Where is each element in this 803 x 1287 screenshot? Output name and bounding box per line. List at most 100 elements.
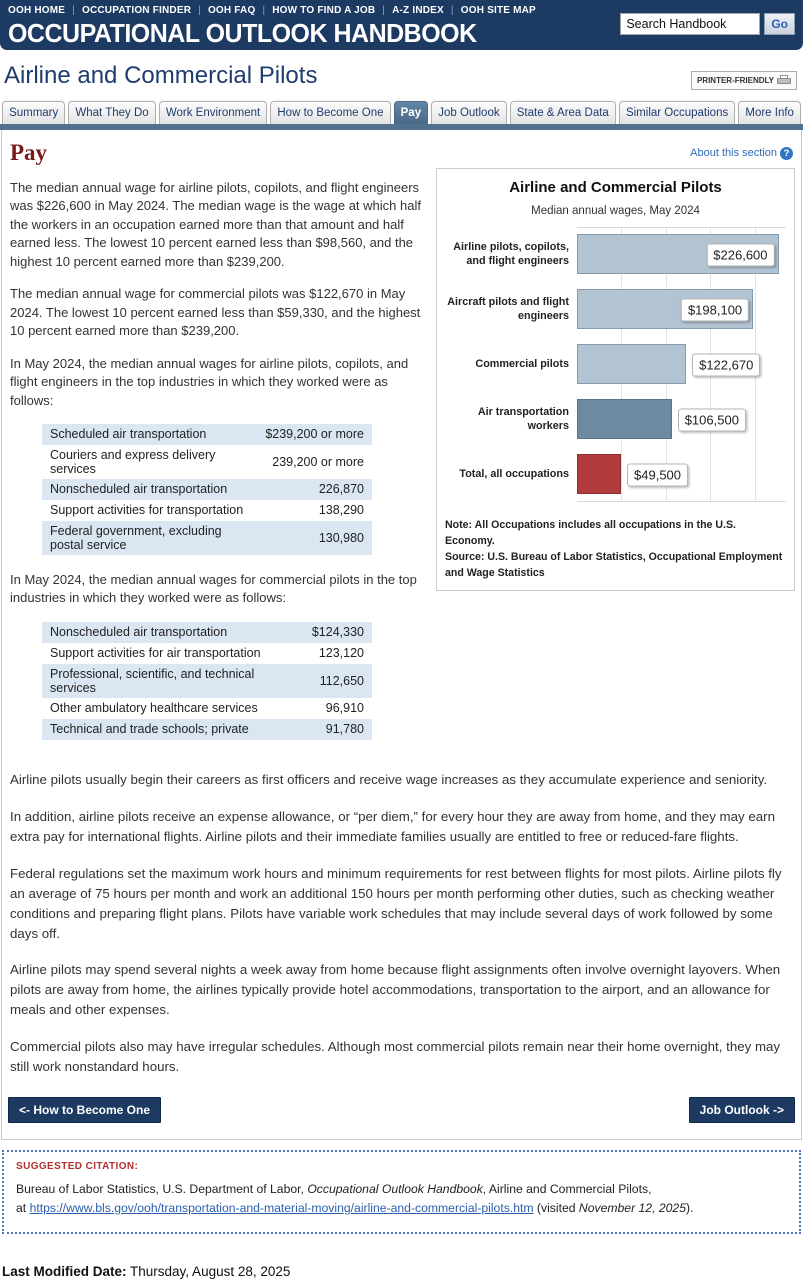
top-nav-link-how-to-find-a-job[interactable]: HOW TO FIND A JOB	[272, 5, 376, 16]
paragraph: In May 2024, the median annual wages for…	[10, 355, 409, 408]
chart-category-label: Total, all occupations	[459, 467, 569, 480]
site-header: OOH HOME | OCCUPATION FINDER | OOH FAQ | HOW T…	[0, 0, 803, 50]
chart-bar-row: Air transportation workers $106,500	[445, 392, 786, 447]
chart-value-label: $106,500	[677, 408, 746, 431]
industry-cell: Other ambulatory healthcare services	[50, 701, 258, 716]
content-panel: Pay About this section ? The median annu…	[1, 130, 802, 1141]
about-this-section-label: About this section	[690, 147, 777, 159]
tab-pay[interactable]: Pay	[393, 101, 429, 124]
industry-cell: Nonscheduled air transportation	[50, 482, 228, 497]
prev-section-button[interactable]: <- How to Become One	[8, 1097, 162, 1124]
citation-line2-mid: (visited	[533, 1201, 579, 1216]
pay-columns: The median annual wage for airline pilot…	[8, 168, 795, 756]
printer-friendly-label: PRINTER-FRIENDLY	[696, 76, 774, 85]
table-row: Nonscheduled air transportation $124,330	[42, 621, 372, 643]
citation-line2-post: ).	[685, 1201, 694, 1216]
tab-more-info[interactable]: More Info	[738, 101, 802, 124]
top-nav-link-ooh-site-map[interactable]: OOH SITE MAP	[460, 5, 536, 16]
wage-cell: 91,780	[325, 722, 364, 737]
chart-gridline	[754, 282, 756, 337]
search-input[interactable]	[620, 13, 761, 35]
wage-cell: $239,200 or more	[265, 427, 364, 442]
industry-cell: Nonscheduled air transportation	[50, 625, 228, 640]
top-nav-link-ooh-home[interactable]: OOH HOME	[8, 5, 66, 16]
chart-value-label: $49,500	[627, 463, 689, 486]
chart-value-label: $122,670	[692, 353, 761, 376]
airline-pilot-wages-table: Scheduled air transportation $239,200 or …	[42, 423, 372, 555]
chart-gridline	[754, 392, 756, 447]
tab-how-to-become-one[interactable]: How to Become One	[270, 101, 391, 124]
citation-handbook-title: Occupational Outlook Handbook	[307, 1182, 483, 1197]
top-nav-separator: |	[382, 5, 386, 16]
chart-gridline	[754, 447, 756, 502]
chart-value-label: $226,600	[706, 243, 775, 266]
wage-cell: 112,650	[319, 673, 364, 688]
chart-bar-track: $226,600	[577, 227, 786, 282]
wage-cell: 130,980	[318, 530, 364, 545]
table-row: Professional, scientific, and technical …	[42, 663, 372, 698]
top-nav-link-a-z-index[interactable]: A-Z INDEX	[392, 5, 444, 16]
citation-text: Bureau of Labor Statistics, U.S. Departm…	[16, 1180, 787, 1218]
chart-bar-track: $49,500	[577, 447, 786, 502]
chart-bar-track: $198,100	[577, 282, 786, 337]
chart-title: Airline and Commercial Pilots	[509, 179, 722, 196]
chart-bar-track: $106,500	[577, 392, 786, 447]
last-modified-value: Thursday, August 28, 2025	[130, 1263, 291, 1279]
tab-similar-occupations[interactable]: Similar Occupations	[618, 101, 736, 124]
top-nav-separator: |	[198, 5, 201, 16]
paragraph: Airline pilots may spend several nights …	[10, 962, 781, 1018]
citation-visited-date: November 12, 2025	[578, 1201, 686, 1216]
industry-cell: Support activities for transportation	[50, 503, 244, 518]
paragraph: The median annual wage for commercial pi…	[10, 286, 421, 339]
tab-state-area-data[interactable]: State & Area Data	[509, 101, 616, 124]
citation-url-link[interactable]: https://www.bls.gov/ooh/transportation-a…	[29, 1201, 534, 1216]
about-this-section-link[interactable]: About this section ?	[690, 146, 793, 160]
chart-bar-row: Commercial pilots $122,670	[445, 337, 786, 392]
tab-job-outlook[interactable]: Job Outlook	[431, 101, 507, 124]
question-mark-icon: ?	[780, 146, 793, 160]
tab-work-environment[interactable]: Work Environment	[158, 101, 268, 124]
tab-strip	[0, 124, 803, 130]
pay-text-column: The median annual wage for airline pilot…	[8, 168, 436, 756]
section-nav-buttons: <- How to Become One Job Outlook ->	[8, 1097, 795, 1124]
page-head: Airline and Commercial Pilots PRINTER-FR…	[0, 50, 803, 98]
chart-value-label: $198,100	[680, 298, 750, 321]
chart-bar	[577, 454, 622, 494]
table-row: Technical and trade schools; private 91,7…	[42, 718, 372, 740]
wage-cell: 138,290	[318, 503, 364, 518]
chart-bar-row: Airline pilots, copilots, and flight eng…	[445, 227, 786, 282]
tab-summary[interactable]: Summary	[2, 101, 66, 124]
chart-bar-row: Total, all occupations $49,500	[445, 447, 786, 502]
top-nav-separator: |	[450, 5, 454, 16]
top-nav-link-ooh-faq[interactable]: OOH FAQ	[207, 5, 256, 16]
industry-cell: Professional, scientific, and technical …	[50, 666, 255, 695]
chart-category-label: Air transportation workers	[477, 406, 569, 432]
chart-plot: Airline pilots, copilots, and flight eng…	[445, 227, 786, 502]
chart-gridline	[621, 447, 623, 502]
chart-category-label: Airline pilots, copilots, and flight eng…	[453, 241, 569, 267]
top-nav-link-occupation-finder[interactable]: OCCUPATION FINDER	[81, 5, 192, 16]
paragraph: Airline pilots usually begin their caree…	[10, 771, 768, 787]
tab-what-they-do[interactable]: What They Do	[68, 101, 156, 124]
chart-source-line: Source: U.S. Bureau of Labor Statistics,…	[445, 550, 783, 579]
citation-line1-post: , Airline and Commercial Pilots,	[482, 1182, 652, 1197]
plot-top-border	[577, 227, 786, 228]
industry-cell: Support activities for air transportatio…	[50, 646, 261, 661]
commercial-pilot-wages-table: Nonscheduled air transportation $124,330 S…	[42, 621, 372, 740]
chart-bar	[577, 399, 672, 439]
citation-line1-pre: Bureau of Labor Statistics, U.S. Departm…	[16, 1182, 308, 1197]
wage-cell: 239,200 or more	[272, 454, 364, 469]
chart-bar-track: $122,670	[577, 337, 786, 392]
next-section-button[interactable]: Job Outlook ->	[688, 1097, 795, 1124]
table-row: Support activities for transportation 138…	[42, 500, 372, 521]
table-row: Couriers and express delivery services 23…	[42, 445, 372, 479]
printer-friendly-button[interactable]: PRINTER-FRIENDLY	[690, 71, 797, 90]
top-nav: OOH HOME | OCCUPATION FINDER | OOH FAQ | HOW T…	[8, 5, 795, 16]
paragraph: In May 2024, the median annual wages for…	[10, 571, 417, 606]
search-go-button[interactable]: Go	[764, 13, 795, 35]
search-area: Go	[620, 13, 795, 35]
paragraph: In addition, airline pilots receive an e…	[10, 808, 775, 844]
wage-cell: 123,120	[318, 646, 364, 661]
top-nav-separator: |	[262, 5, 266, 16]
industry-cell: Technical and trade schools; private	[50, 722, 249, 737]
